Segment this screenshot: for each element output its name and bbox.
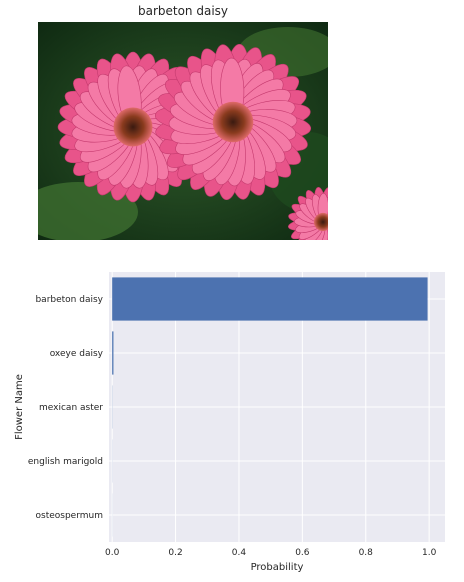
x-tick-labels: 0.0 0.2 0.4 0.6 0.8 1.0 bbox=[105, 548, 437, 558]
y-tick-label: barbeton daisy bbox=[35, 295, 103, 305]
x-tick-label: 0.8 bbox=[359, 548, 374, 558]
y-axis-label: Flower Name bbox=[14, 374, 25, 440]
x-tick-label: 0.0 bbox=[105, 548, 120, 558]
y-tick-label: mexican aster bbox=[39, 403, 103, 413]
image-title: barbeton daisy bbox=[137, 4, 229, 18]
y-tick-labels: barbeton daisy oxeye daisy mexican aster en… bbox=[28, 295, 104, 521]
x-tick-label: 0.2 bbox=[168, 548, 182, 558]
flower-photo bbox=[38, 22, 328, 240]
y-tick-label: english marigold bbox=[28, 457, 103, 467]
x-tick-label: 0.6 bbox=[295, 548, 310, 558]
x-tick-label: 0.4 bbox=[232, 548, 247, 558]
x-axis-label: Probability bbox=[251, 562, 304, 573]
y-tick-label: osteospermum bbox=[36, 511, 104, 521]
probability-bar-chart: barbeton daisy oxeye daisy mexican aster en… bbox=[14, 272, 445, 573]
y-tick-label: oxeye daisy bbox=[50, 349, 104, 359]
bar bbox=[112, 331, 114, 375]
bars bbox=[112, 277, 428, 537]
x-tick-label: 1.0 bbox=[422, 548, 437, 558]
bar bbox=[112, 277, 428, 321]
